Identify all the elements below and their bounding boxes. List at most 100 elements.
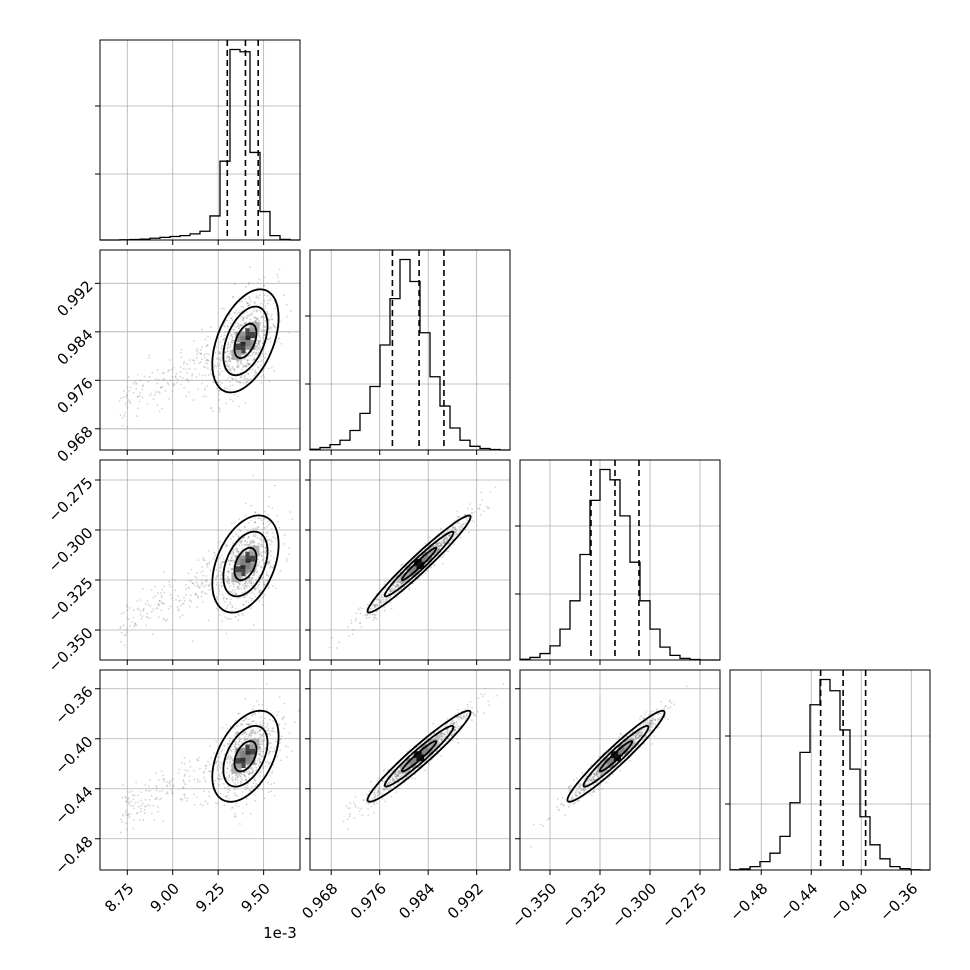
scatter-point (186, 378, 188, 381)
scatter-point (204, 584, 207, 587)
scatter-point (241, 374, 244, 377)
scatter-point (365, 613, 367, 616)
scatter-point (251, 353, 254, 356)
scatter-point (235, 774, 238, 777)
scatter-point (234, 393, 236, 396)
scatter-point (222, 338, 225, 341)
scatter-point (126, 401, 129, 404)
scatter-point (235, 549, 238, 552)
scatter-point (251, 732, 254, 735)
scatter-point (119, 627, 122, 630)
scatter-point (232, 582, 234, 585)
scatter-point (230, 756, 233, 759)
scatter-point (172, 384, 175, 387)
scatter-point (246, 359, 248, 362)
contour-0-1-level-2 (211, 288, 280, 394)
scatter-point (342, 820, 345, 823)
scatter-point (164, 390, 167, 392)
scatter-point (448, 541, 451, 544)
scatter-point (443, 732, 446, 735)
scatter-point (179, 351, 182, 354)
scatter-point (257, 750, 260, 753)
scatter-point (226, 350, 229, 353)
scatter-point (230, 341, 233, 344)
scatter-point (197, 595, 199, 598)
scatter-point (139, 392, 141, 394)
scatter-point (382, 594, 385, 596)
scatter-point (376, 791, 379, 794)
contour-1-3-level-0 (400, 740, 438, 773)
scatter-point (155, 607, 158, 610)
scatter-point (228, 788, 231, 791)
scatter-point (254, 595, 257, 598)
scatter-point (247, 537, 250, 540)
scatter-point (473, 511, 476, 513)
scatter-point (259, 344, 261, 347)
scatter-point (274, 537, 277, 540)
scatter-point (180, 762, 183, 764)
scatter-point (207, 584, 210, 587)
scatter-point (266, 312, 269, 315)
scatter-point (231, 522, 233, 525)
scatter-point (444, 537, 447, 540)
scatter-point (259, 761, 262, 764)
scatter-point (221, 737, 224, 740)
scatter-point (217, 586, 220, 589)
scatter-point (179, 366, 182, 368)
scatter-point (391, 776, 394, 779)
scatter-point (236, 795, 239, 798)
scatter-point (648, 721, 651, 724)
scatter-point (207, 790, 210, 793)
scatter-point (377, 794, 380, 796)
scatter-point (235, 322, 237, 324)
scatter-point (278, 742, 281, 745)
scatter-point (132, 804, 135, 807)
scatter-point (237, 779, 239, 782)
scatter-point (271, 318, 274, 321)
scatter-point (378, 788, 381, 790)
scatter-point (139, 610, 142, 612)
scatter-point (205, 580, 208, 583)
scatter-point (439, 543, 442, 546)
scatter-point (241, 318, 244, 321)
scatter-point (257, 343, 259, 346)
scatter-point (395, 774, 398, 777)
scatter-point (267, 727, 270, 730)
scatter-point (119, 831, 122, 834)
scatter-point (264, 527, 267, 530)
scatter-0-2-frame (99, 459, 301, 661)
scatter-point (122, 611, 125, 614)
scatter-point (193, 793, 195, 796)
scatter-point (448, 528, 451, 531)
scatter-point (163, 602, 165, 605)
scatter-point (258, 703, 260, 706)
scatter-point (397, 580, 399, 583)
scatter-point (269, 775, 272, 777)
scatter-point (366, 794, 369, 796)
scatter-point (210, 407, 213, 410)
scatter-point (239, 530, 242, 533)
scatter-point (367, 814, 370, 817)
scatter-point (218, 774, 221, 776)
scatter-point (229, 764, 232, 767)
scatter-point (193, 803, 196, 806)
scatter-point (389, 779, 392, 781)
scatter-point (200, 352, 202, 355)
scatter-point (395, 585, 398, 588)
scatter-point (638, 734, 641, 737)
scatter-point (249, 314, 252, 316)
scatter-point (243, 353, 246, 356)
scatter-point (266, 709, 268, 712)
scatter-point (598, 784, 601, 787)
scatter-point (286, 315, 289, 318)
scatter-point (262, 304, 265, 307)
scatter-point (195, 576, 198, 579)
density-cell-2 (235, 566, 246, 577)
scatter-point (266, 295, 269, 297)
scatter-point (395, 775, 398, 778)
scatter-point (349, 802, 352, 805)
scatter-point (236, 550, 239, 553)
scatter-point (477, 507, 479, 510)
scatter-0-1-frame (99, 249, 301, 451)
scatter-point (592, 776, 595, 779)
